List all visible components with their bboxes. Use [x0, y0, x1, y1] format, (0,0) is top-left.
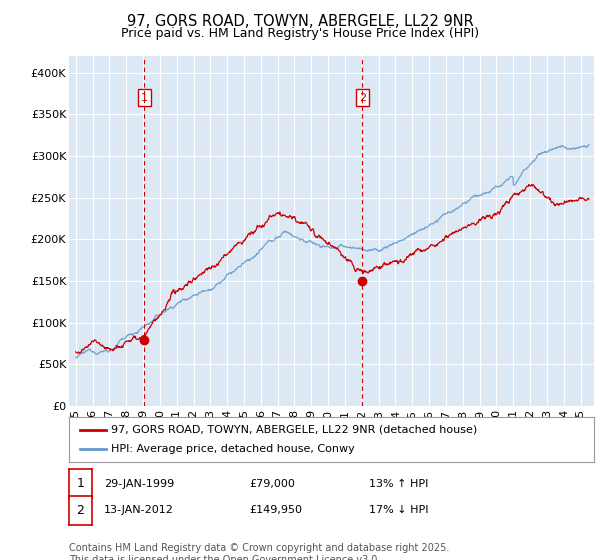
Text: 1: 1 — [141, 92, 148, 102]
Text: 29-JAN-1999: 29-JAN-1999 — [104, 479, 174, 489]
Text: Contains HM Land Registry data © Crown copyright and database right 2025.
This d: Contains HM Land Registry data © Crown c… — [69, 543, 449, 560]
Text: HPI: Average price, detached house, Conwy: HPI: Average price, detached house, Conw… — [111, 445, 355, 455]
Text: 2: 2 — [359, 92, 366, 102]
Text: 13% ↑ HPI: 13% ↑ HPI — [369, 479, 428, 489]
Text: 2: 2 — [76, 503, 85, 517]
Text: £79,000: £79,000 — [249, 479, 295, 489]
Text: £149,950: £149,950 — [249, 505, 302, 515]
Text: Price paid vs. HM Land Registry's House Price Index (HPI): Price paid vs. HM Land Registry's House … — [121, 27, 479, 40]
Text: 1: 1 — [76, 477, 85, 491]
Text: 13-JAN-2012: 13-JAN-2012 — [104, 505, 173, 515]
Text: 97, GORS ROAD, TOWYN, ABERGELE, LL22 9NR (detached house): 97, GORS ROAD, TOWYN, ABERGELE, LL22 9NR… — [111, 424, 477, 435]
Text: 97, GORS ROAD, TOWYN, ABERGELE, LL22 9NR: 97, GORS ROAD, TOWYN, ABERGELE, LL22 9NR — [127, 14, 473, 29]
Text: 17% ↓ HPI: 17% ↓ HPI — [369, 505, 428, 515]
